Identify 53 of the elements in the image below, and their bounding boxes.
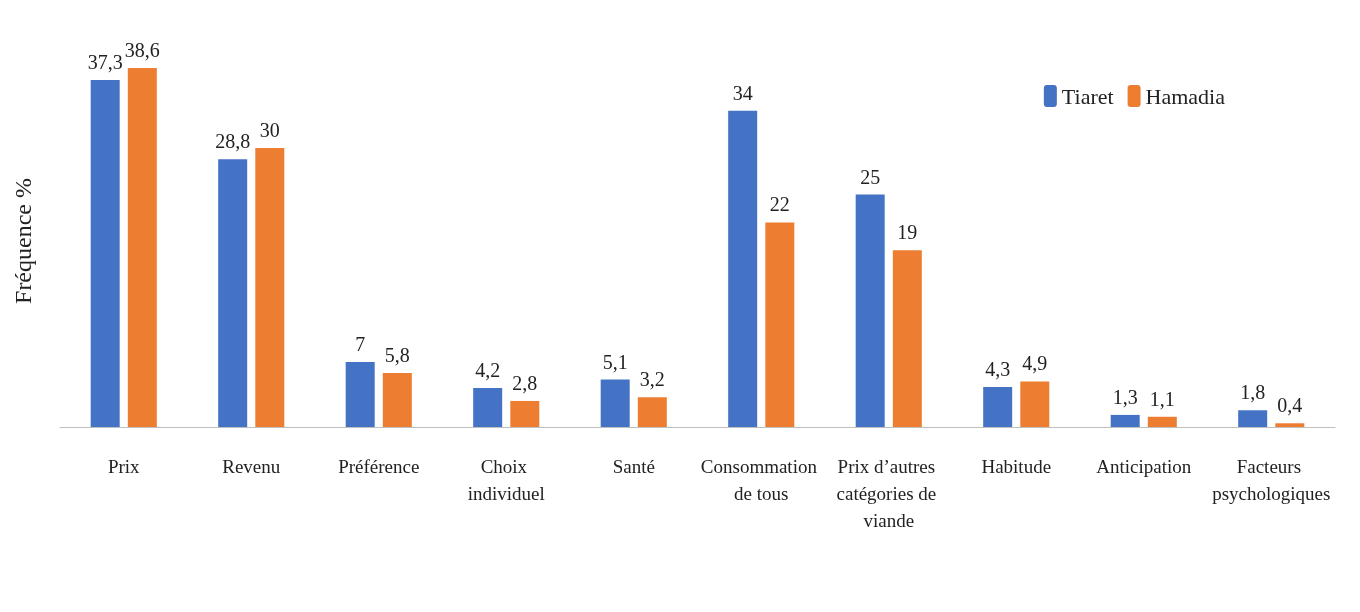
bar bbox=[983, 387, 1013, 427]
x-tick-label: Revenu bbox=[222, 456, 281, 477]
x-tick-label: Prix bbox=[107, 456, 141, 477]
data-label: 2,8 bbox=[512, 371, 538, 394]
data-label: 1,1 bbox=[1149, 387, 1175, 410]
data-label: 5,1 bbox=[602, 350, 628, 373]
bar bbox=[1147, 416, 1177, 427]
bar bbox=[892, 250, 922, 427]
bar bbox=[1020, 381, 1050, 427]
data-label: 37,3 bbox=[87, 51, 123, 74]
x-tick-label: Anticipation bbox=[1096, 456, 1192, 477]
data-label: 7 bbox=[355, 332, 366, 355]
data-label: 0,4 bbox=[1277, 394, 1303, 417]
y-axis-title: Fréquence % bbox=[10, 178, 36, 304]
bar bbox=[255, 148, 285, 427]
bar bbox=[1275, 423, 1305, 427]
data-label: 19 bbox=[897, 221, 918, 244]
bar bbox=[382, 373, 412, 427]
x-tick-label: Préférence bbox=[338, 456, 420, 477]
x-tick-label: Habitude bbox=[981, 456, 1052, 477]
bar bbox=[855, 194, 885, 427]
data-label: 28,8 bbox=[215, 130, 251, 153]
legend-label: Tiaret bbox=[1061, 83, 1114, 109]
data-label: 25 bbox=[860, 165, 881, 188]
data-label: 5,8 bbox=[384, 344, 410, 367]
x-tick-label: Consommation de tous bbox=[700, 456, 822, 504]
data-label: 22 bbox=[769, 193, 790, 216]
data-label: 34 bbox=[732, 81, 753, 104]
x-tick-label: Facteurs psychologiques bbox=[1212, 456, 1331, 504]
bar bbox=[1110, 414, 1140, 427]
bar bbox=[127, 68, 157, 427]
data-label: 4,2 bbox=[475, 358, 501, 381]
bar bbox=[218, 159, 248, 427]
bar bbox=[728, 110, 758, 427]
legend-label: Hamadia bbox=[1145, 83, 1226, 109]
x-tick-label: Choix individuel bbox=[467, 456, 545, 504]
data-label: 3,2 bbox=[639, 368, 665, 391]
bar bbox=[473, 387, 503, 427]
bar bbox=[637, 397, 667, 427]
bar bbox=[765, 222, 795, 427]
bar bbox=[345, 361, 375, 427]
bar bbox=[600, 379, 630, 427]
data-label: 1,3 bbox=[1112, 385, 1138, 408]
data-label: 1,8 bbox=[1240, 381, 1266, 404]
bar bbox=[1238, 410, 1268, 427]
bar bbox=[510, 400, 540, 427]
data-label: 4,9 bbox=[1022, 352, 1048, 375]
x-tick-label: Santé bbox=[612, 456, 655, 477]
x-tick-label: Prix d’autres catégories de viande bbox=[836, 456, 941, 531]
data-label: 4,3 bbox=[985, 358, 1011, 381]
data-label: 30 bbox=[259, 119, 280, 141]
bar bbox=[90, 80, 120, 427]
data-label: 38,6 bbox=[124, 39, 160, 62]
